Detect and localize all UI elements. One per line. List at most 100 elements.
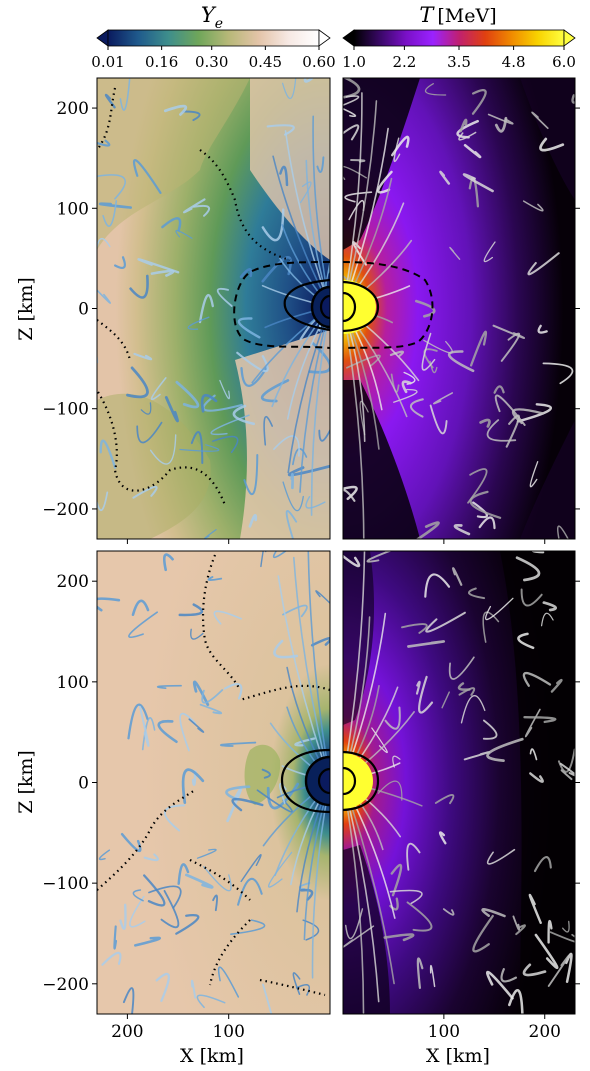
streamline	[97, 289, 111, 304]
streamline	[260, 551, 267, 568]
panel-top-left-ye	[96, 77, 331, 540]
streamline	[226, 787, 243, 823]
colorbar-ye-tick-label: 0.30	[195, 53, 228, 71]
streamline	[138, 705, 150, 747]
streamline	[266, 124, 295, 136]
streamline	[549, 931, 575, 943]
streamline	[469, 490, 502, 519]
x-axis-left: 200 100	[111, 539, 245, 1042]
streamline	[482, 719, 498, 740]
streamline	[448, 656, 475, 680]
streamline	[156, 684, 182, 690]
streamline	[439, 170, 451, 185]
streamline	[182, 110, 201, 122]
y-tick-label: −200	[42, 500, 89, 520]
streamline	[391, 135, 410, 157]
streamline	[279, 165, 289, 187]
streamline	[421, 332, 436, 371]
ye-bottom-contour-solid	[280, 748, 330, 814]
streamline	[163, 104, 188, 116]
streamline	[148, 885, 182, 909]
streamline	[344, 191, 373, 203]
colorbar-ye-label-main: Y	[201, 3, 217, 27]
streamline	[359, 400, 369, 436]
streamline	[190, 979, 197, 999]
streamline	[164, 804, 186, 832]
streamline	[230, 919, 266, 935]
streamline	[316, 156, 325, 174]
streamline	[557, 748, 575, 773]
streamline	[527, 252, 560, 276]
colorbar-ye-tick-label: 0.01	[91, 53, 124, 71]
ye-bottom-core-inner	[317, 767, 330, 795]
streamline	[389, 350, 405, 357]
streamline	[198, 293, 214, 324]
streamline	[157, 719, 178, 744]
streamline	[223, 682, 243, 700]
y-tick-label: 100	[57, 673, 89, 693]
streamline	[187, 316, 210, 330]
streamline	[175, 380, 200, 409]
streamline	[483, 241, 496, 263]
colorbar-t-tick-label: 4.8	[502, 53, 526, 71]
streamline	[481, 908, 506, 918]
streamline	[315, 590, 330, 605]
streamline	[162, 553, 174, 572]
streamline	[416, 957, 424, 990]
y-axis-bottom: 200 100 0 −100 −200	[42, 572, 97, 995]
streamline	[182, 198, 206, 214]
streamline	[277, 575, 330, 782]
streamline	[390, 863, 403, 897]
colorbar-t-tick-label: 3.5	[447, 53, 471, 71]
streamline	[312, 115, 330, 308]
streamline	[129, 895, 146, 928]
streamline	[160, 889, 180, 929]
streamline	[267, 851, 293, 888]
streamline	[415, 299, 436, 318]
streamline	[175, 914, 200, 935]
streamline	[377, 170, 393, 194]
colorbar-ye-extend-high	[318, 29, 331, 47]
streamline	[565, 952, 573, 983]
streamline	[515, 556, 541, 582]
streamline	[407, 640, 445, 648]
streamline	[487, 113, 514, 125]
streamline	[225, 785, 251, 801]
streamline	[520, 588, 543, 607]
streamline	[485, 597, 514, 621]
colorbar-t-label-main: T	[419, 3, 435, 27]
streamline	[192, 680, 210, 706]
streamline	[202, 394, 243, 412]
streamline	[531, 111, 549, 130]
streamline	[540, 612, 554, 627]
streamline	[415, 680, 421, 695]
ye-bottom-contour-dotted	[97, 554, 330, 997]
streamline	[550, 678, 563, 693]
streamline	[232, 404, 255, 426]
streamline	[469, 330, 488, 367]
streamline	[479, 418, 491, 428]
streamline	[237, 877, 263, 906]
streamline	[303, 78, 313, 83]
streamline	[432, 392, 454, 405]
streamline	[434, 793, 455, 805]
streamline	[511, 408, 545, 425]
t-bottom-contour-solid	[343, 750, 380, 812]
t-contour-dashed	[343, 261, 434, 349]
y-tick-label: 200	[57, 99, 89, 119]
streamline	[243, 454, 259, 495]
streamline	[278, 782, 287, 804]
streamline	[401, 623, 428, 634]
streamline	[343, 485, 358, 501]
streamline	[126, 366, 149, 399]
streamline	[97, 238, 111, 252]
streamline	[200, 393, 218, 413]
streamline	[132, 159, 162, 194]
streamline	[462, 173, 494, 193]
streamline	[467, 468, 488, 504]
x-tick-label: 100	[428, 1022, 460, 1042]
streamline	[487, 848, 516, 865]
y-axis-label-bottom: Z [km]	[15, 750, 37, 814]
streamline	[120, 832, 142, 852]
streamline	[178, 603, 204, 617]
